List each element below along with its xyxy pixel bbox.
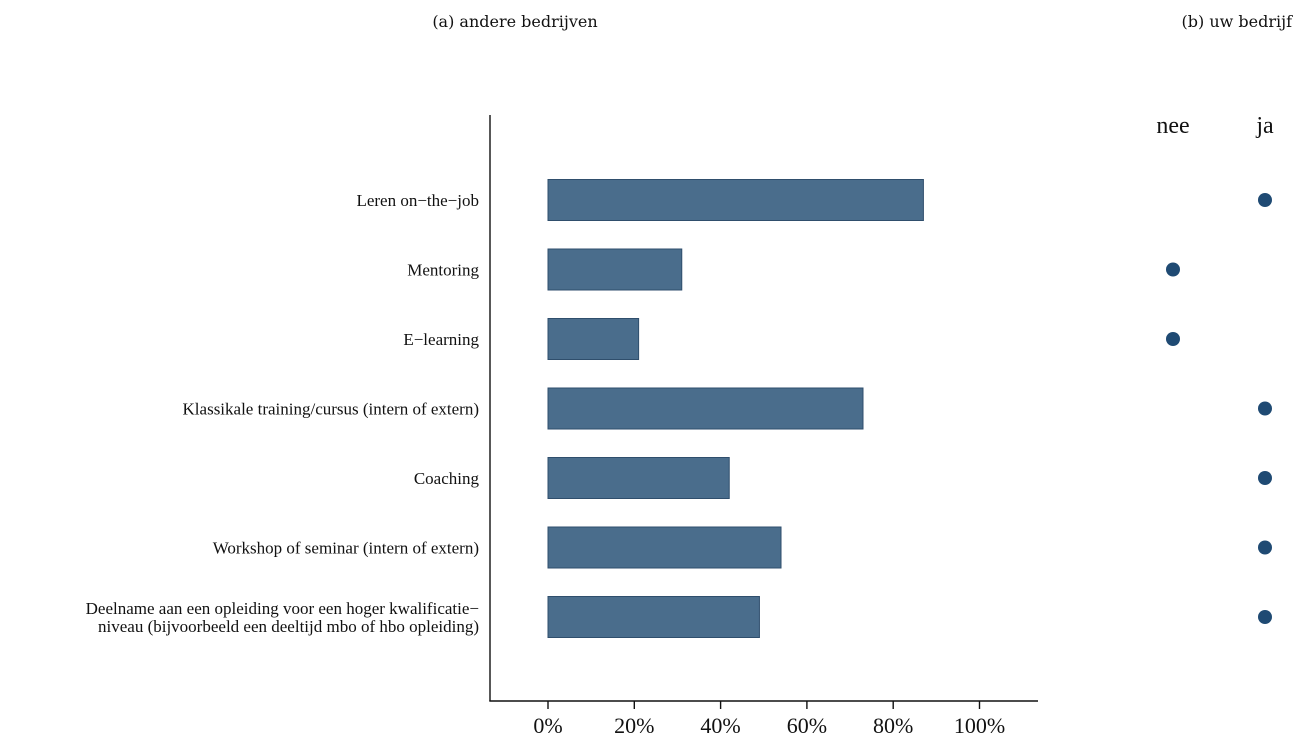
bar: [547, 457, 730, 499]
column-label-ja: ja: [1255, 113, 1274, 139]
dot: [1258, 540, 1272, 555]
category-label: Coaching: [414, 469, 480, 488]
category-label: niveau (bijvoorbeeld een deeltijd mbo of…: [98, 617, 479, 636]
bar: [547, 179, 924, 221]
column-label-nee: nee: [1156, 113, 1189, 139]
category-label: Workshop of seminar (intern of extern): [213, 539, 479, 558]
bar: [547, 596, 760, 638]
bar: [547, 387, 864, 430]
bars: [547, 179, 924, 638]
dot: [1258, 471, 1272, 485]
x-tick-label: 40%: [700, 713, 740, 737]
x-tick-label: 60%: [787, 713, 827, 737]
dot: [1166, 262, 1180, 277]
category-label: Klassikale training/cursus (intern of ex…: [183, 400, 479, 419]
dot: [1258, 401, 1272, 416]
category-label: Leren on−the−job: [356, 191, 479, 210]
bar: [547, 318, 640, 360]
panel-b-dot-chart: nee ja: [1156, 113, 1274, 624]
dot: [1258, 193, 1272, 207]
bar: [547, 248, 683, 291]
panel-b-title: (b) uw bedrijf: [1182, 12, 1294, 31]
category-label: E−learning: [403, 330, 479, 349]
panel-a-title: (a) andere bedrijven: [432, 12, 597, 31]
category-labels: Leren on−the−job Mentoring E−learning Klass…: [86, 191, 480, 636]
bar: [547, 526, 782, 569]
x-tick-label: 100%: [954, 713, 1005, 737]
dot: [1258, 610, 1272, 624]
x-tick-label: 20%: [614, 713, 654, 737]
panel-a-bar-chart: Leren on−the−job Mentoring E−learning Klass…: [86, 115, 1038, 737]
x-ticks: 0% 20% 40% 60% 80% 100%: [533, 701, 1005, 737]
category-label: Deelname aan een opleiding voor een hoge…: [86, 599, 479, 618]
dot: [1166, 332, 1180, 346]
x-tick-label: 0%: [533, 713, 562, 737]
dots: [1166, 193, 1272, 624]
column-labels: nee ja: [1156, 113, 1274, 139]
x-tick-label: 80%: [873, 713, 913, 737]
category-label: Mentoring: [407, 261, 479, 280]
